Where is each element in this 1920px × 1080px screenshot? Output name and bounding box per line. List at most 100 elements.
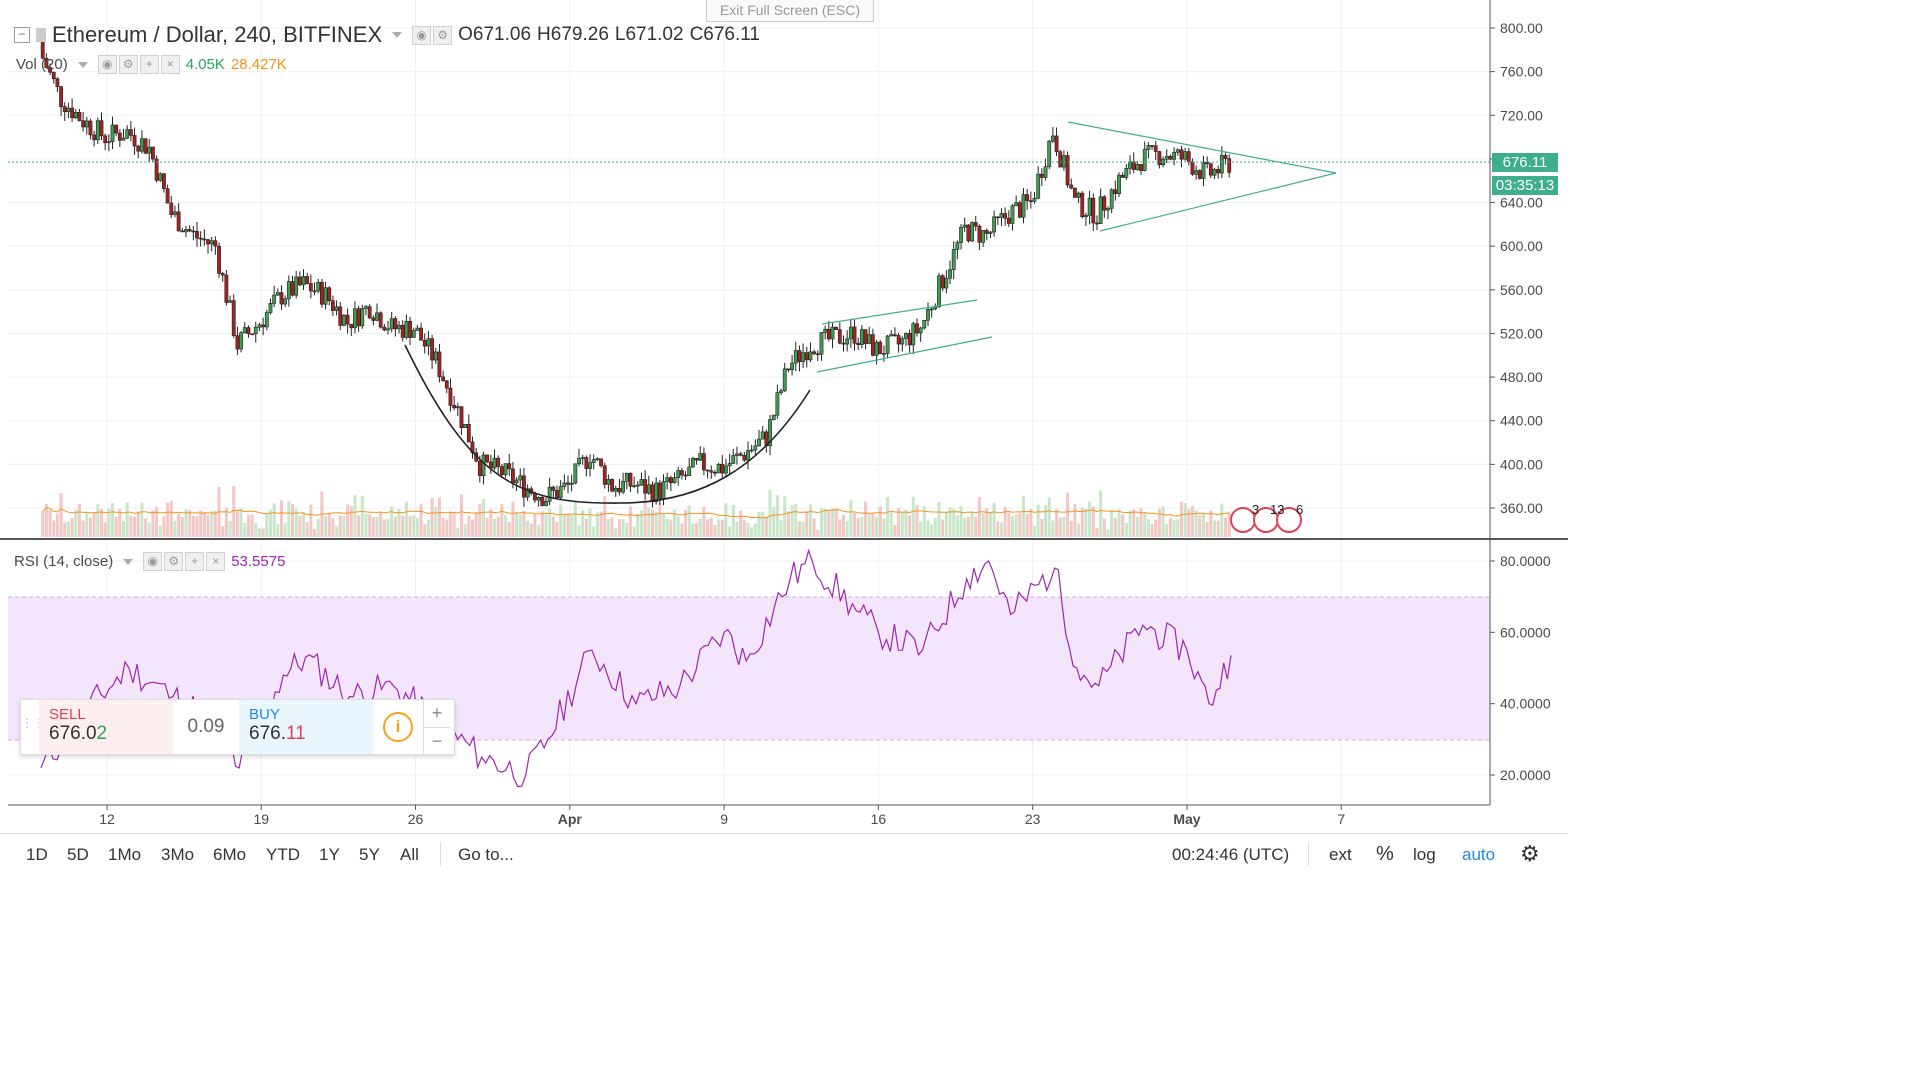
range-5y-button[interactable]: 5Y [359,845,380,864]
plus-button[interactable]: + [424,700,450,728]
goto-button[interactable]: Go to... [458,845,514,864]
drag-handle-icon[interactable]: ⋮⋮ [21,716,45,730]
volume-bar [103,522,107,537]
trade-panel: ⋮⋮ SELL 676.02 0.09 BUY 676.11 i + − [20,699,455,755]
volume-bar [559,504,563,537]
candle-body [1025,194,1030,201]
volume-bar [1135,517,1139,537]
candle-body [782,368,787,392]
cup-drawing[interactable] [404,344,811,504]
time-axis[interactable]: 12 19 26 Apr 9 16 23 May 7 [99,805,1345,827]
utc-clock[interactable]: 00:24:46 (UTC) [1172,845,1290,864]
volume-bar [720,519,724,537]
settings-icon[interactable]: ⚙ [433,25,453,45]
volume-bar [1025,513,1029,537]
chevron-down-icon[interactable] [392,32,403,38]
range-1y-button[interactable]: 1Y [319,845,340,864]
sell-button[interactable]: SELL 676.02 [39,700,173,754]
price-axis[interactable]: 800.00760.00720.00680.00640.00600.00560.… [1490,20,1543,516]
auto-toggle[interactable]: auto [1462,845,1496,864]
candle-body [62,106,67,112]
log-toggle[interactable]: log [1413,845,1436,864]
volume-bar [1213,520,1217,537]
settings-icon[interactable]: ⚙ [118,55,138,74]
volume-bar [114,516,118,537]
price-tick-label: 560.00 [1500,282,1543,298]
candle-body [213,240,218,247]
range-6mo-button[interactable]: 6Mo [213,845,247,864]
rsi-axis[interactable]: 80.0000 60.0000 40.0000 20.0000 [1490,553,1551,783]
percent-toggle[interactable]: % [1376,843,1394,865]
volume-bar [1018,513,1022,537]
volume-bar [900,511,904,537]
candle-body [573,463,578,484]
volume-bars [41,485,1231,537]
volume-bar [423,524,427,537]
time-tick-label: 26 [408,811,424,827]
volume-bar [764,516,768,537]
candle-body [195,231,199,239]
volume-bar [1183,502,1187,537]
candle-body [103,135,108,144]
buy-button[interactable]: BUY 676.11 [239,700,373,754]
candle-body [595,458,600,461]
candle-body [198,237,203,240]
candle-body [1095,222,1099,225]
volume-bar [180,516,184,537]
volume-bar [1143,513,1147,537]
candle-body [1120,174,1125,178]
rsi-label[interactable]: RSI (14, close) [14,553,114,570]
chart-canvas[interactable]: 800.00760.00720.00680.00640.00600.00560.… [0,0,1568,882]
collapse-icon[interactable]: − [14,27,30,43]
candle-body [823,328,828,333]
eye-icon[interactable]: ◉ [143,552,163,571]
volume-bar [1190,505,1194,537]
settings-icon[interactable]: ⚙ [164,552,184,571]
chevron-down-icon[interactable] [77,61,88,68]
candle-body [867,334,872,344]
range-all-button[interactable]: All [400,845,419,864]
volume-bar [133,516,137,537]
volume-bar [489,509,493,537]
volume-bar [650,509,654,537]
rsi-legend: RSI (14, close) ◉ ⚙ + × 53.5575 [14,552,285,571]
candle-body [1227,158,1232,173]
volume-bar [155,506,159,537]
range-ytd-button[interactable]: YTD [266,845,300,864]
volume-label[interactable]: Vol (20) [16,56,68,73]
close-icon[interactable]: × [160,55,180,74]
plus-icon[interactable]: + [185,552,205,571]
eye-icon[interactable]: ◉ [412,25,432,45]
plus-icon[interactable]: + [139,55,159,74]
volume-bar [309,504,313,537]
range-5d-button[interactable]: 5D [67,845,89,864]
us-flag-event-icon[interactable] [1276,507,1302,533]
candle-body [187,229,192,232]
candle-body [617,487,622,493]
info-button[interactable]: i [373,700,423,754]
triangle-upper-line[interactable] [1067,121,1337,174]
settings-gear-icon[interactable]: ⚙ [1520,841,1540,866]
candle-body [591,459,596,463]
range-1mo-button[interactable]: 1Mo [108,845,142,864]
triangle-lower-line[interactable] [1099,172,1337,232]
channel-upper-line[interactable] [821,299,978,325]
candle-body [1039,173,1044,178]
symbol-title[interactable]: Ethereum / Dollar, 240, BITFINEX [52,22,383,47]
range-1d-button[interactable]: 1D [26,845,48,864]
range-3mo-button[interactable]: 3Mo [161,845,195,864]
chevron-down-icon[interactable] [123,558,134,565]
volume-bar [313,529,317,537]
channel-lower-line[interactable] [816,336,993,373]
candle-body [999,213,1004,218]
minus-button[interactable]: − [431,730,443,751]
price-candles[interactable] [40,35,1232,508]
volume-bar [680,523,684,537]
economic-events[interactable]: 3 13 6 [1230,502,1303,533]
eye-icon[interactable]: ◉ [97,55,117,74]
exit-fullscreen-button[interactable]: Exit Full Screen (ESC) [706,0,874,22]
close-icon[interactable]: × [206,552,226,571]
ext-toggle[interactable]: ext [1329,845,1352,864]
candle-body [411,330,416,338]
candle-body [1157,151,1162,166]
